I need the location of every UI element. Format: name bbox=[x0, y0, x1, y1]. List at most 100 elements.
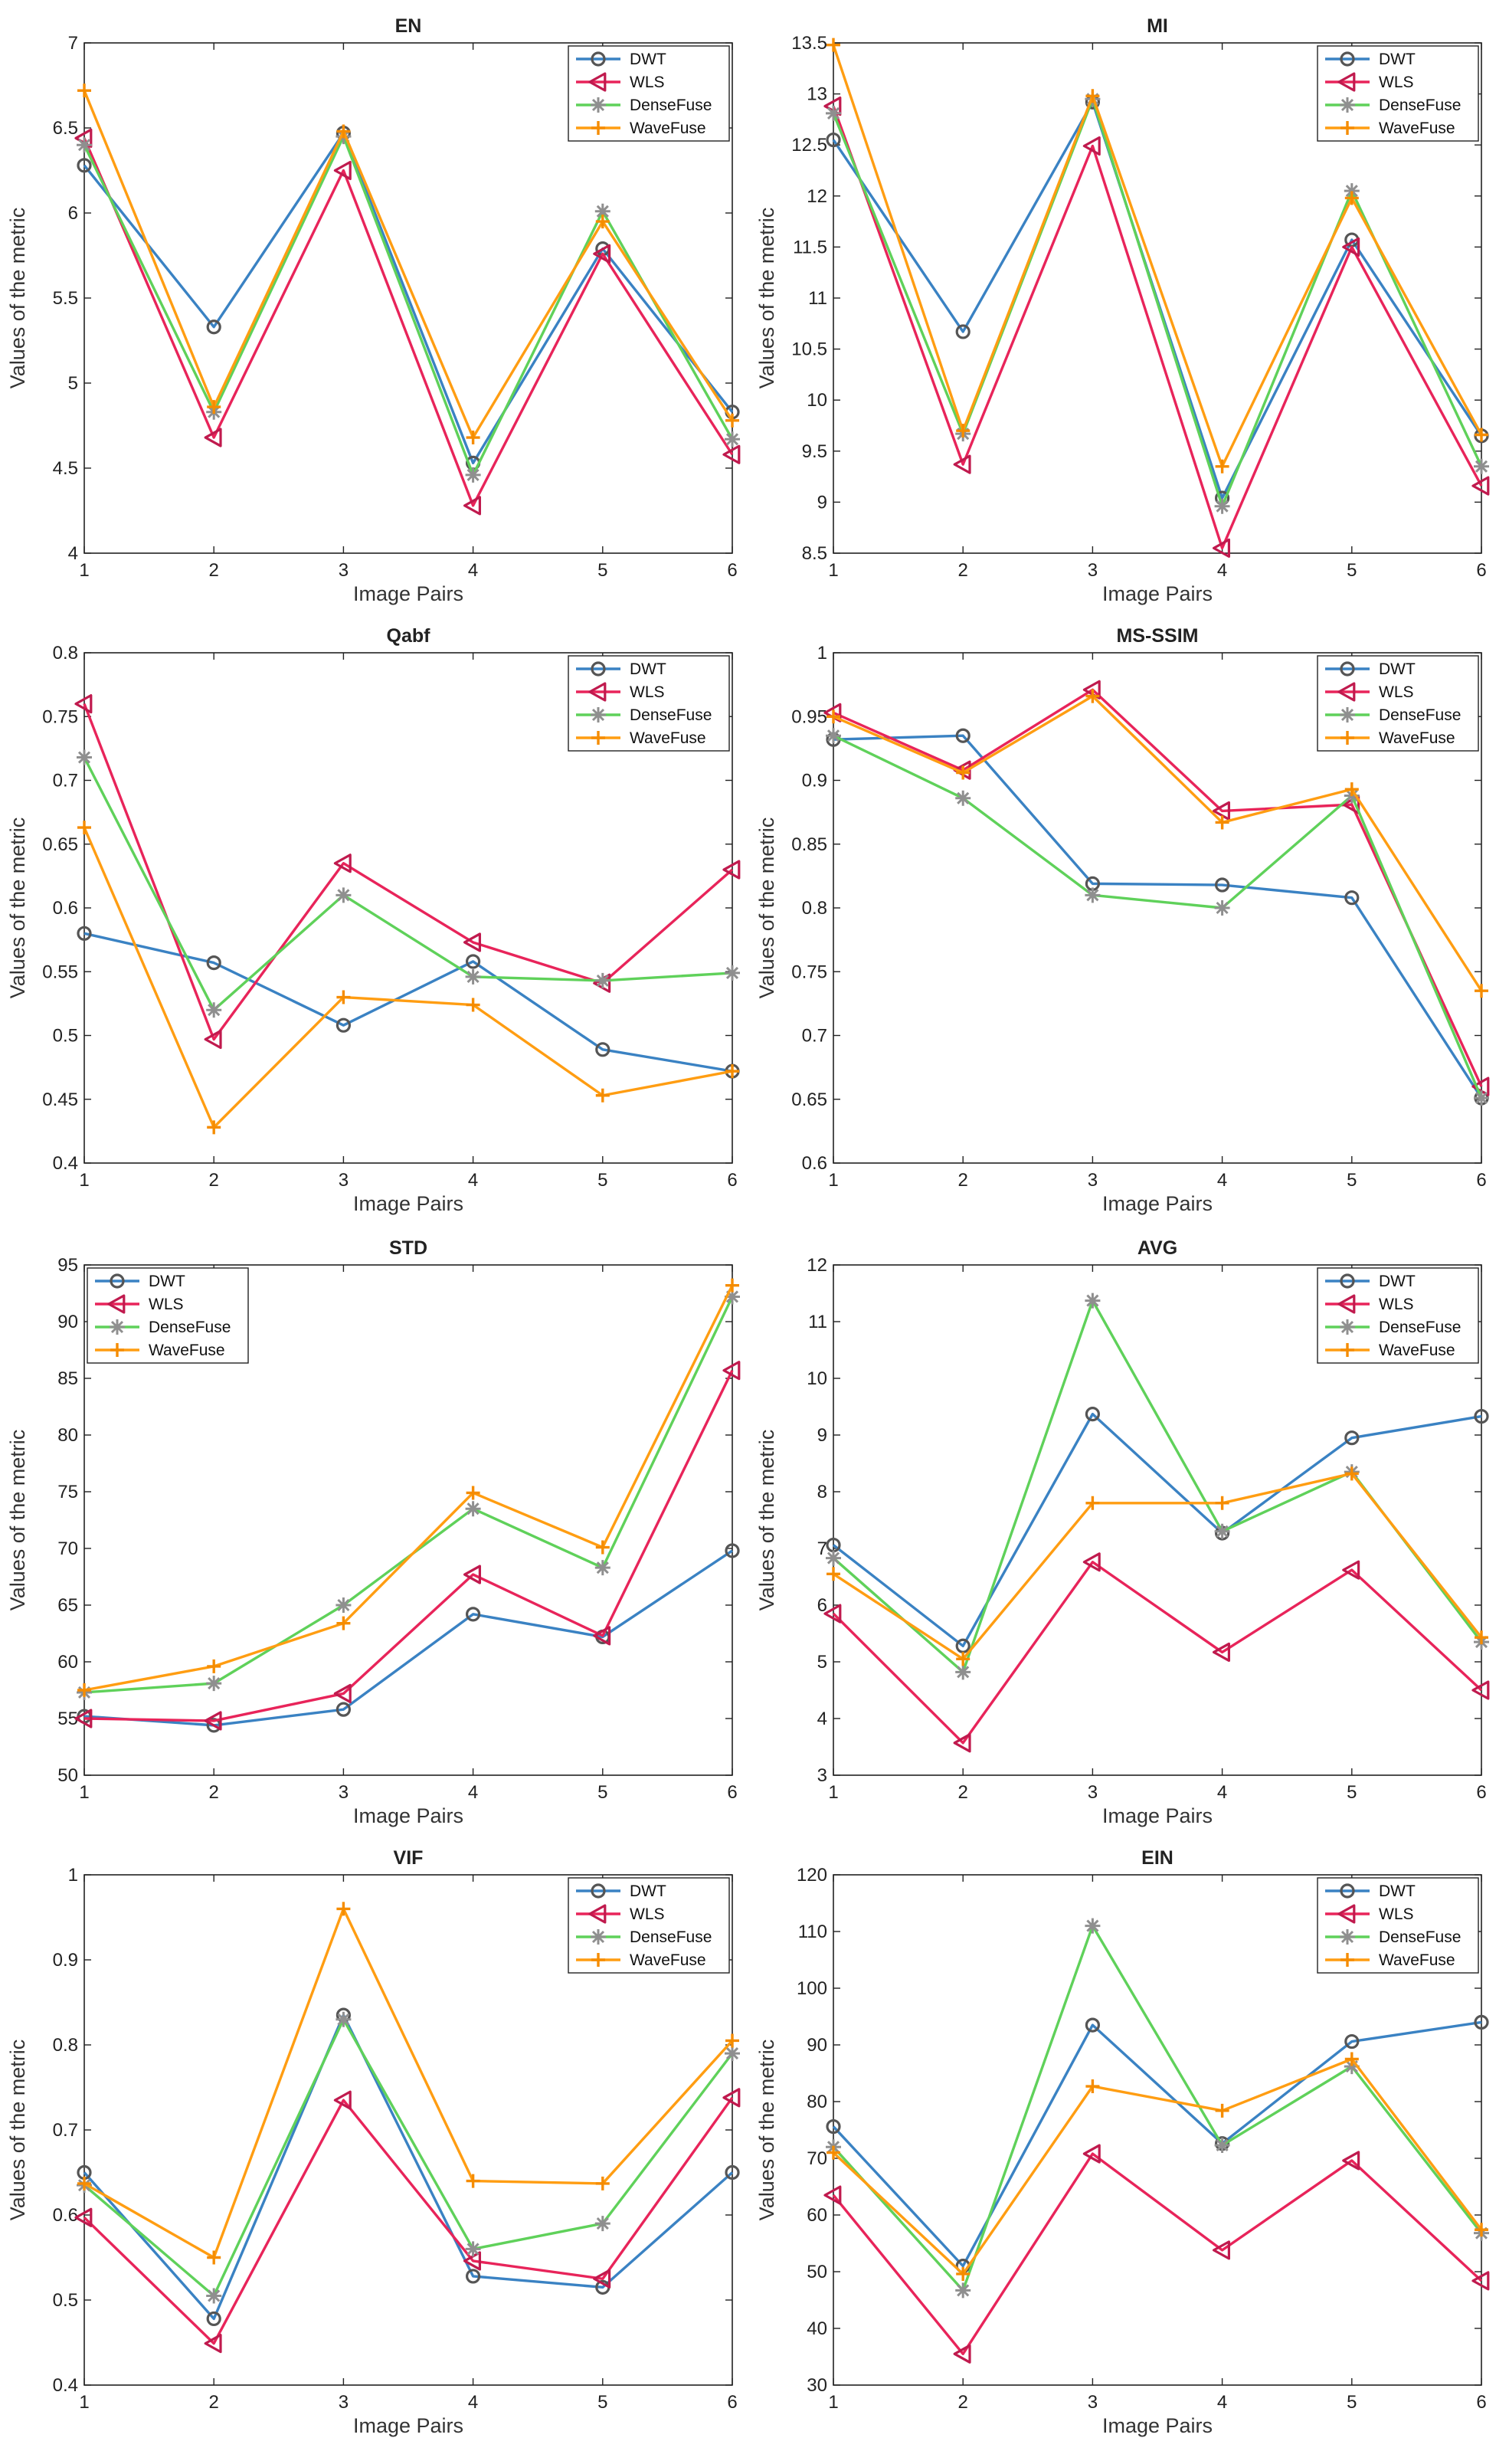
legend-marker bbox=[591, 731, 605, 745]
y-tick-label: 0.7 bbox=[53, 2120, 78, 2141]
data-point bbox=[956, 1652, 971, 1666]
legend-marker bbox=[591, 121, 605, 135]
data-point bbox=[1215, 459, 1229, 473]
series-densefuse bbox=[826, 1293, 1489, 1680]
series-densefuse bbox=[77, 2011, 740, 2304]
series-line bbox=[833, 688, 1483, 1087]
data-point bbox=[725, 413, 739, 428]
y-tick-label: 30 bbox=[807, 2375, 827, 2396]
data-point bbox=[77, 2176, 91, 2190]
y-axis-label: Values of the metric bbox=[755, 1430, 778, 1611]
legend-label: DenseFuse bbox=[1379, 1319, 1461, 1336]
plot-area bbox=[833, 42, 1482, 554]
legend: DWT WLS DenseFuse WaveFuse bbox=[1317, 1877, 1479, 1974]
series-densefuse bbox=[826, 91, 1489, 514]
data-point bbox=[463, 496, 482, 516]
legend-marker bbox=[588, 72, 607, 92]
legend-marker bbox=[1337, 1294, 1356, 1314]
legend-label: DenseFuse bbox=[1379, 706, 1461, 724]
legend-label: DenseFuse bbox=[149, 1319, 231, 1336]
legend-marker bbox=[110, 1273, 125, 1289]
series-line bbox=[833, 734, 1483, 1099]
x-tick-label: 2 bbox=[958, 2392, 968, 2413]
data-point bbox=[333, 2090, 352, 2110]
data-point bbox=[826, 1537, 841, 1553]
data-point bbox=[74, 1709, 93, 1728]
chart-title: AVG bbox=[1137, 1237, 1177, 1259]
data-point bbox=[1344, 1466, 1359, 1481]
y-tick-label: 85 bbox=[57, 1368, 78, 1389]
data-point bbox=[826, 728, 841, 744]
x-tick-label: 5 bbox=[1347, 2392, 1357, 2413]
plot-area bbox=[83, 1874, 733, 2386]
data-point bbox=[465, 455, 481, 470]
x-axis-label: Image Pairs bbox=[1102, 582, 1213, 605]
series-wls bbox=[823, 680, 1490, 1096]
data-point bbox=[725, 1289, 740, 1305]
data-point bbox=[207, 1659, 221, 1673]
data-point bbox=[594, 972, 610, 988]
data-point bbox=[336, 2011, 352, 2027]
series-densefuse bbox=[77, 1289, 740, 1700]
series-line bbox=[83, 1369, 734, 1722]
data-point bbox=[722, 2088, 741, 2108]
series-wls bbox=[74, 1361, 741, 1731]
data-point bbox=[823, 2185, 842, 2205]
data-point bbox=[1344, 1464, 1360, 1480]
data-point bbox=[206, 404, 222, 420]
series-line bbox=[833, 734, 1483, 1099]
data-point bbox=[336, 990, 351, 1004]
series-line bbox=[832, 1924, 1483, 2292]
legend-label: WaveFuse bbox=[1379, 1342, 1455, 1359]
data-point bbox=[1214, 490, 1230, 506]
series-dwt bbox=[77, 1543, 740, 1733]
y-axis-label: Values of the metric bbox=[6, 2040, 29, 2221]
series-line bbox=[832, 2020, 1482, 2268]
data-point bbox=[955, 324, 971, 339]
x-tick-label: 3 bbox=[339, 560, 349, 581]
data-point bbox=[1085, 887, 1101, 903]
y-tick-label: 6 bbox=[68, 203, 78, 224]
data-point bbox=[336, 1702, 351, 1717]
series-line bbox=[833, 1472, 1483, 1661]
data-point bbox=[336, 124, 351, 139]
x-tick-label: 4 bbox=[1217, 2392, 1227, 2413]
data-point bbox=[1475, 1630, 1488, 1645]
y-tick-label: 0.5 bbox=[53, 1026, 78, 1047]
legend-marker bbox=[1340, 1929, 1355, 1945]
x-tick-label: 4 bbox=[468, 1782, 478, 1803]
chart-title: EIN bbox=[1141, 1847, 1173, 1869]
data-point bbox=[955, 1638, 971, 1653]
data-point bbox=[725, 965, 740, 981]
x-tick-label: 4 bbox=[1217, 1170, 1227, 1191]
data-point bbox=[593, 973, 611, 993]
y-tick-label: 90 bbox=[57, 1312, 78, 1332]
legend-marker bbox=[1340, 51, 1355, 67]
data-point bbox=[336, 887, 352, 903]
data-point bbox=[1471, 476, 1490, 496]
legend-marker bbox=[1337, 72, 1356, 92]
y-tick-label: 5 bbox=[817, 1652, 827, 1673]
x-tick-label: 3 bbox=[339, 1782, 349, 1803]
series-line bbox=[83, 932, 733, 1073]
data-point bbox=[1214, 2136, 1230, 2151]
y-tick-label: 6 bbox=[817, 1595, 827, 1616]
series-wavefuse bbox=[827, 2052, 1488, 2281]
y-tick-label: 0.85 bbox=[791, 834, 827, 855]
plot-area bbox=[83, 1264, 733, 1776]
y-tick-label: 50 bbox=[57, 1765, 78, 1786]
data-point bbox=[827, 709, 840, 724]
legend-marker bbox=[110, 1319, 125, 1335]
data-point bbox=[1085, 89, 1100, 103]
y-tick-label: 40 bbox=[807, 2318, 827, 2339]
y-axis-label: Values of the metric bbox=[6, 818, 29, 999]
data-point bbox=[465, 1501, 481, 1517]
y-tick-label: 0.9 bbox=[53, 1950, 78, 1971]
data-point bbox=[206, 1676, 222, 1692]
legend-label: DWT bbox=[1379, 660, 1416, 678]
legend-label: WLS bbox=[630, 1905, 665, 1923]
data-point bbox=[77, 821, 91, 835]
data-point bbox=[204, 428, 222, 447]
y-tick-label: 0.4 bbox=[53, 2375, 78, 2396]
y-tick-label: 0.6 bbox=[53, 898, 78, 919]
